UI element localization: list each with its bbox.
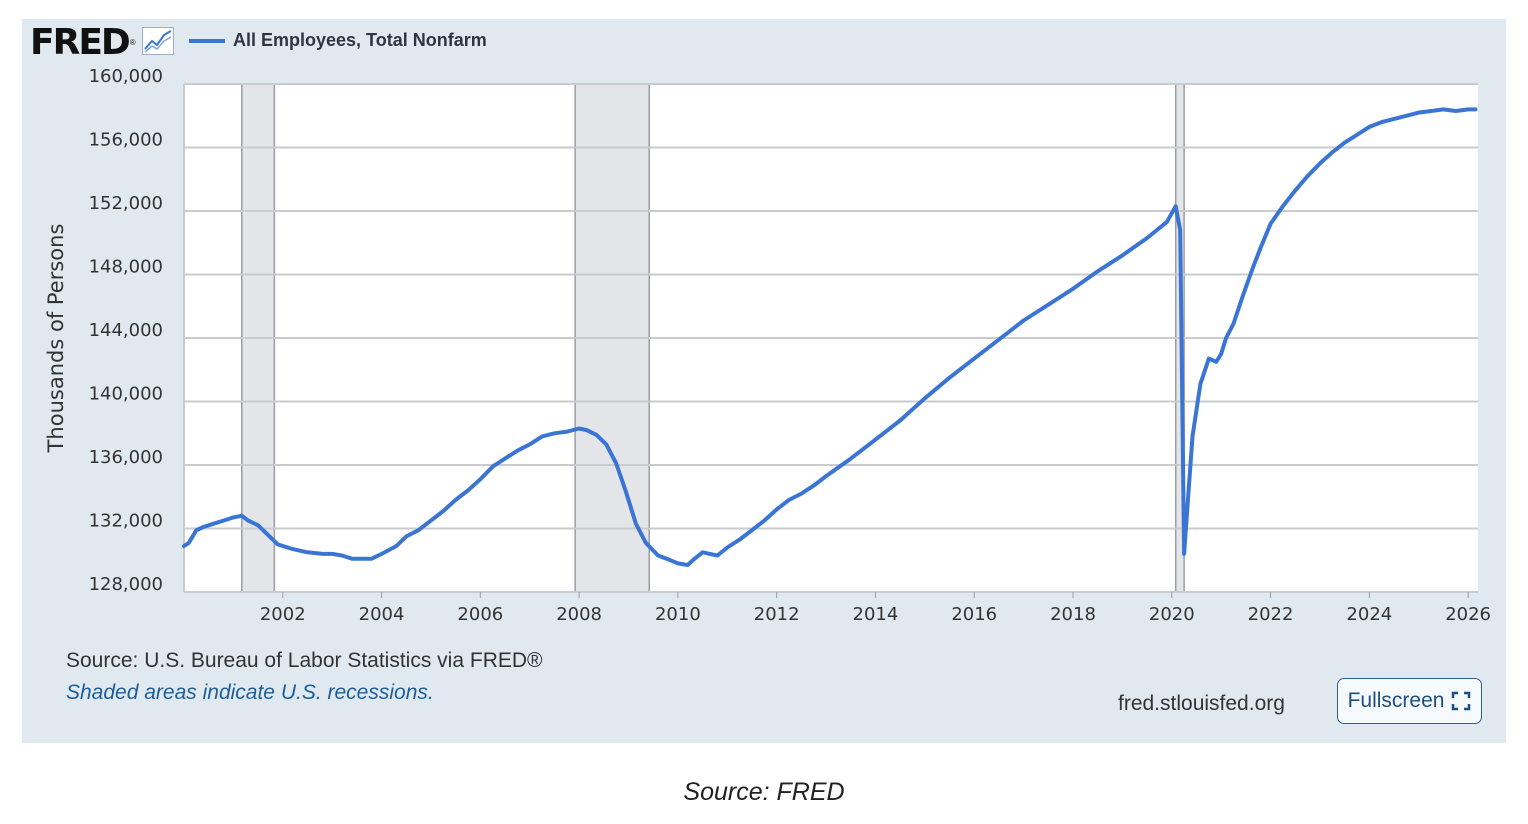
x-tick-label: 2010 bbox=[655, 604, 701, 625]
y-tick-label: 132,000 bbox=[89, 511, 163, 532]
recession-note: Shaded areas indicate U.S. recessions. bbox=[66, 681, 434, 704]
y-tick-label: 136,000 bbox=[89, 447, 163, 468]
x-tick-label: 2008 bbox=[556, 604, 602, 625]
x-tick-label: 2004 bbox=[359, 604, 405, 625]
fred-logo[interactable]: FRED ® bbox=[30, 24, 174, 62]
trend-graph-icon bbox=[141, 26, 174, 60]
x-tick-label: 2018 bbox=[1050, 604, 1096, 625]
y-tick-label: 156,000 bbox=[89, 130, 163, 151]
x-tick-label: 2002 bbox=[260, 604, 306, 625]
source-text: Source: U.S. Bureau of Labor Statistics … bbox=[66, 649, 543, 672]
y-tick-label: 140,000 bbox=[89, 384, 163, 405]
y-tick-label: 144,000 bbox=[89, 320, 163, 341]
series-line bbox=[182, 107, 1478, 567]
site-url[interactable]: fred.stlouisfed.org bbox=[1118, 692, 1285, 715]
legend-label: All Employees, Total Nonfarm bbox=[233, 30, 487, 50]
fullscreen-button[interactable]: Fullscreen bbox=[1337, 678, 1482, 724]
x-tick-label: 2014 bbox=[853, 604, 899, 625]
figure-caption: Source: FRED bbox=[683, 778, 845, 806]
x-tick-label: 2022 bbox=[1248, 604, 1294, 625]
logo-registered-mark: ® bbox=[129, 38, 136, 47]
y-tick-label: 160,000 bbox=[89, 66, 163, 87]
legend-swatch bbox=[189, 38, 225, 43]
chart-legend[interactable]: All Employees, Total Nonfarm bbox=[189, 30, 487, 51]
x-tick-label: 2016 bbox=[951, 604, 997, 625]
x-tick-label: 2026 bbox=[1445, 604, 1491, 625]
y-tick-label: 152,000 bbox=[89, 193, 163, 214]
fullscreen-label: Fullscreen bbox=[1347, 689, 1445, 712]
y-tick-label: 148,000 bbox=[89, 257, 163, 278]
y-axis-title: Thousands of Persons bbox=[44, 224, 68, 454]
y-tick-label: 128,000 bbox=[89, 574, 163, 595]
x-tick-label: 2006 bbox=[457, 604, 503, 625]
x-tick-label: 2020 bbox=[1149, 604, 1195, 625]
x-tick-label: 2012 bbox=[754, 604, 800, 625]
x-tick-label: 2024 bbox=[1346, 604, 1392, 625]
logo-text: FRED bbox=[30, 22, 131, 63]
expand-icon bbox=[1452, 691, 1471, 711]
